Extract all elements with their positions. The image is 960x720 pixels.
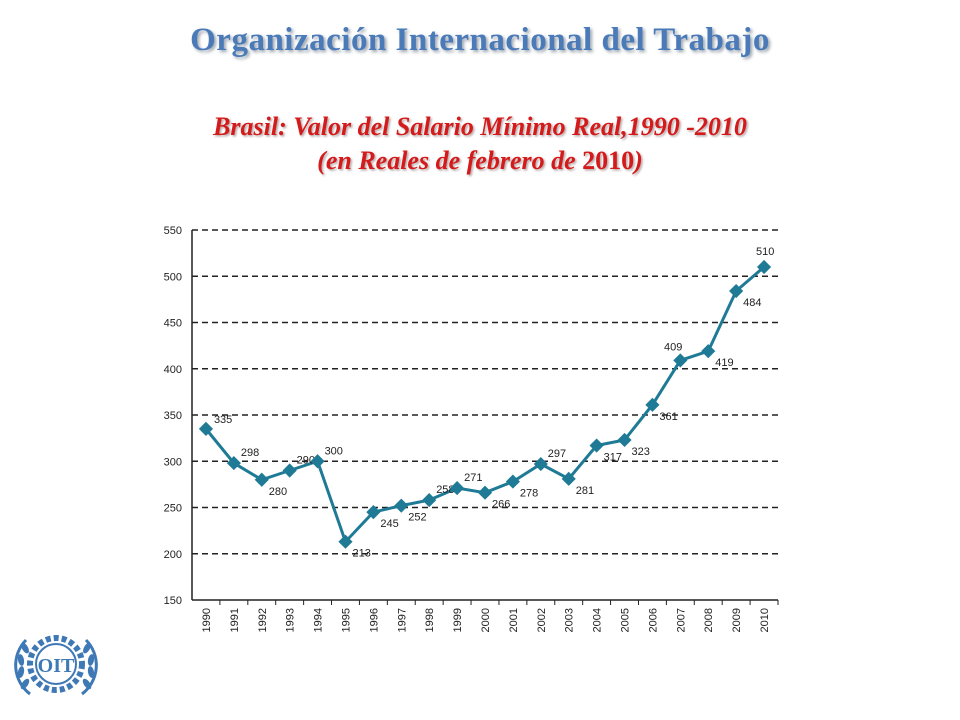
data-point	[589, 438, 604, 453]
data-label: 271	[464, 472, 482, 484]
data-label: 510	[756, 246, 774, 258]
x-tick-label: 1996	[368, 608, 380, 632]
y-tick-label: 200	[164, 549, 182, 561]
data-label: 317	[604, 452, 622, 464]
x-tick-label: 1994	[313, 608, 325, 632]
data-label: 361	[659, 411, 677, 423]
data-label: 290	[297, 455, 315, 467]
data-label: 252	[408, 512, 426, 524]
data-point	[533, 456, 548, 472]
x-tick-label: 1999	[452, 608, 464, 632]
data-point	[729, 283, 744, 299]
data-point	[198, 421, 214, 436]
data-point	[505, 474, 520, 489]
y-tick-label: 350	[164, 410, 182, 422]
data-label: 280	[269, 486, 287, 498]
data-point	[338, 534, 353, 549]
y-tick-label: 450	[164, 318, 182, 330]
x-tick-label: 2005	[620, 608, 632, 632]
series-line	[204, 265, 766, 545]
x-tick-label: 2000	[480, 608, 492, 632]
x-tick-label: 2006	[647, 608, 659, 632]
data-label: 419	[715, 357, 733, 369]
chart-subtitle-line2: (en Reales de febrero de 2010)	[0, 146, 960, 176]
logo-text: OIT	[38, 655, 75, 677]
x-tick-label: 2002	[536, 608, 548, 632]
data-point	[394, 498, 409, 513]
data-label: 213	[352, 548, 370, 560]
x-tick-label: 1993	[285, 608, 297, 632]
x-tick-label: 2001	[508, 608, 520, 632]
y-tick-label: 300	[164, 456, 182, 468]
x-tick-label: 2009	[731, 608, 743, 632]
data-point	[450, 481, 465, 496]
data-point	[645, 397, 660, 412]
x-tick-label: 1998	[424, 608, 436, 632]
data-point	[366, 505, 381, 520]
x-tick-label: 2008	[703, 608, 715, 632]
x-tick-label: 1995	[340, 608, 352, 632]
data-label: 323	[632, 446, 650, 458]
data-label: 297	[548, 448, 566, 460]
subtitle-year: 2010	[582, 146, 635, 175]
x-tick-label: 1997	[396, 608, 408, 632]
y-tick-label: 400	[164, 364, 182, 376]
x-tick-label: 2003	[564, 608, 576, 632]
x-tick-label: 1992	[257, 608, 269, 632]
x-tick-label: 2004	[592, 608, 604, 632]
data-label: 409	[664, 341, 682, 353]
data-point	[561, 471, 576, 486]
oit-logo-icon: OIT	[14, 635, 98, 696]
data-point	[701, 344, 716, 359]
y-tick-label: 550	[164, 225, 182, 237]
data-label: 278	[520, 488, 538, 500]
organization-title: Organización Internacional del Trabajo	[190, 22, 770, 58]
x-tick-label: 2010	[759, 608, 771, 632]
data-point	[254, 472, 269, 487]
y-tick-label: 500	[164, 271, 182, 283]
data-label: 281	[576, 485, 594, 497]
data-point	[226, 456, 241, 471]
data-point	[310, 454, 325, 469]
x-tick-label: 1991	[229, 608, 241, 632]
data-point	[617, 432, 632, 448]
chart-subtitle-line1: Brasil: Valor del Salario Mínimo Real,19…	[213, 112, 747, 141]
data-label: 245	[380, 518, 398, 530]
data-point	[282, 463, 297, 478]
data-point	[477, 485, 493, 500]
subtitle-prefix: (en Reales de febrero de	[317, 146, 583, 175]
data-label: 258	[436, 484, 454, 496]
data-point	[422, 493, 437, 508]
subtitle-suffix: )	[634, 146, 643, 175]
y-tick-label: 150	[164, 595, 182, 607]
data-point	[673, 353, 688, 368]
data-label: 484	[743, 297, 761, 309]
x-tick-label: 2007	[675, 608, 687, 632]
data-point	[756, 259, 772, 275]
data-label: 335	[214, 414, 232, 426]
data-label: 266	[492, 499, 510, 511]
y-tick-label: 250	[164, 503, 182, 515]
data-label: 298	[241, 447, 259, 459]
data-label: 300	[325, 445, 343, 457]
x-tick-label: 1990	[201, 608, 213, 632]
